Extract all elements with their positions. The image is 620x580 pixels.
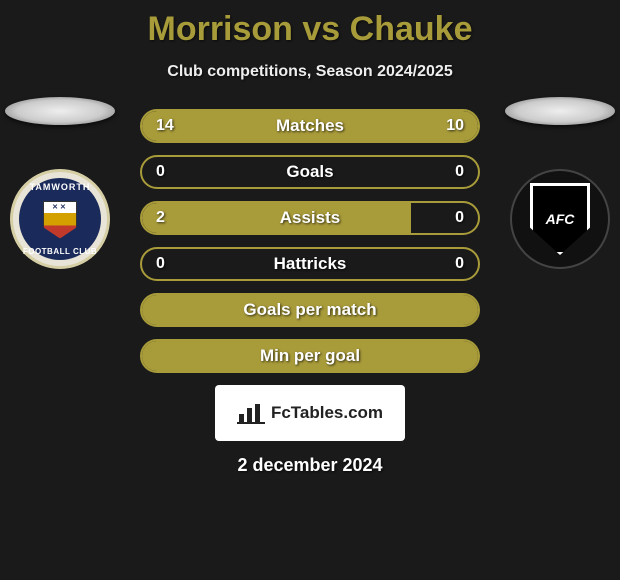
stat-bars: 14 10 Matches 0 0 Goals 2 0 Assists 0 0 Hattricks Go… <box>140 109 480 373</box>
bar-fill-left <box>142 203 411 233</box>
stat-bar: Min per goal <box>140 339 480 373</box>
stat-bar: 14 10 Matches <box>140 109 480 143</box>
stat-value-left: 2 <box>156 209 165 227</box>
stat-value-left: 14 <box>156 117 174 135</box>
brand-badge: FcTables.com <box>215 385 405 441</box>
stat-bar: 0 0 Goals <box>140 155 480 189</box>
player-silhouette-left <box>5 97 115 125</box>
stat-bar: Goals per match <box>140 293 480 327</box>
right-club-shield-icon: AFC <box>530 183 590 255</box>
stat-label: Goals per match <box>243 300 376 320</box>
stat-value-right: 0 <box>455 163 464 181</box>
comparison-panel: TAMWORTH FOOTBALL CLUB AFC 1410Matches00… <box>0 109 620 373</box>
brand-text: FcTables.com <box>271 403 383 423</box>
stat-bar: 2 0 Assists <box>140 201 480 235</box>
stat-value-right: 10 <box>446 117 464 135</box>
right-club-logo: AFC <box>510 169 610 269</box>
stat-value-left: 0 <box>156 255 165 273</box>
date-label: 2 december 2024 <box>0 455 620 476</box>
left-player-column: TAMWORTH FOOTBALL CLUB <box>0 97 120 269</box>
stat-label: Min per goal <box>260 346 360 366</box>
left-club-logo: TAMWORTH FOOTBALL CLUB <box>10 169 110 269</box>
player-silhouette-right <box>505 97 615 125</box>
stat-label: Hattricks <box>274 254 347 274</box>
right-player-column: AFC <box>500 97 620 269</box>
page-title: Morrison vs Chauke <box>0 0 620 49</box>
subtitle: Club competitions, Season 2024/2025 <box>0 63 620 81</box>
stat-label: Goals <box>286 162 333 182</box>
bar-chart-icon <box>237 402 265 424</box>
stat-label: Matches <box>276 116 344 136</box>
left-club-bottom-text: FOOTBALL CLUB <box>23 247 97 256</box>
stat-value-right: 0 <box>455 255 464 273</box>
stat-value-right: 0 <box>455 209 464 227</box>
left-club-top-text: TAMWORTH <box>30 182 91 192</box>
left-club-shield-icon <box>43 201 77 239</box>
stat-value-left: 0 <box>156 163 165 181</box>
stat-bar: 0 0 Hattricks <box>140 247 480 281</box>
stat-label: Assists <box>280 208 340 228</box>
